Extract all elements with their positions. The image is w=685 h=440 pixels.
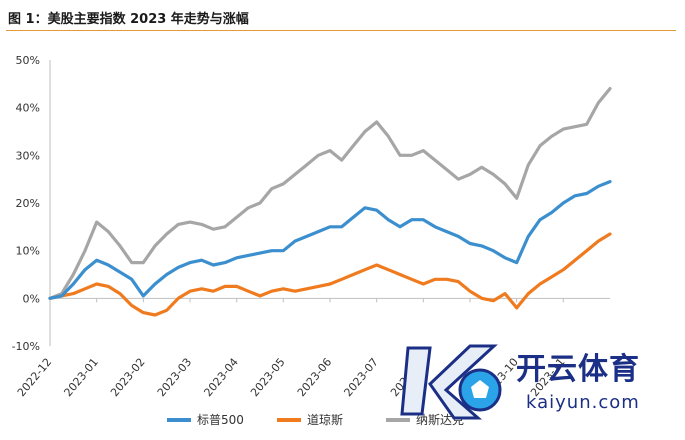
x-tick-label: 2023-03 [155,356,195,400]
x-tick-label: 2023-07 [341,356,381,400]
x-tick-label: 2023-05 [248,356,288,400]
y-tick-label: 0% [23,292,40,305]
x-tick-label: 2023-06 [295,356,335,400]
legend-entry: 道琼斯 [307,412,343,427]
series-layer [48,86,612,317]
y-tick-label: 10% [16,245,40,258]
x-tick-label: 2023-01 [61,356,101,400]
y-tick-label: 30% [16,149,40,162]
y-tick-label: -10% [12,340,40,353]
x-tick-label: 2023-04 [201,356,241,400]
x-tick-label: 2022-12 [15,356,55,400]
k-football-logo-icon [400,344,502,420]
x-tick-label: 2023-02 [108,356,148,400]
watermark-domain: kaiyun.com [526,392,640,413]
watermark-brand: 开云体育 [516,352,640,387]
legend-entry: 标普500 [197,413,244,427]
figure-title: 图 1：美股主要指数 2023 年走势与涨幅 [8,12,249,27]
series-line [48,180,612,300]
y-tick-label: 50% [16,54,40,67]
y-tick-label: 20% [16,197,40,210]
series-line [48,86,612,300]
watermark: 开云体育 kaiyun.com [400,338,680,428]
y-tick-label: 40% [16,102,40,115]
series-line [48,232,612,317]
title-divider [6,30,676,31]
